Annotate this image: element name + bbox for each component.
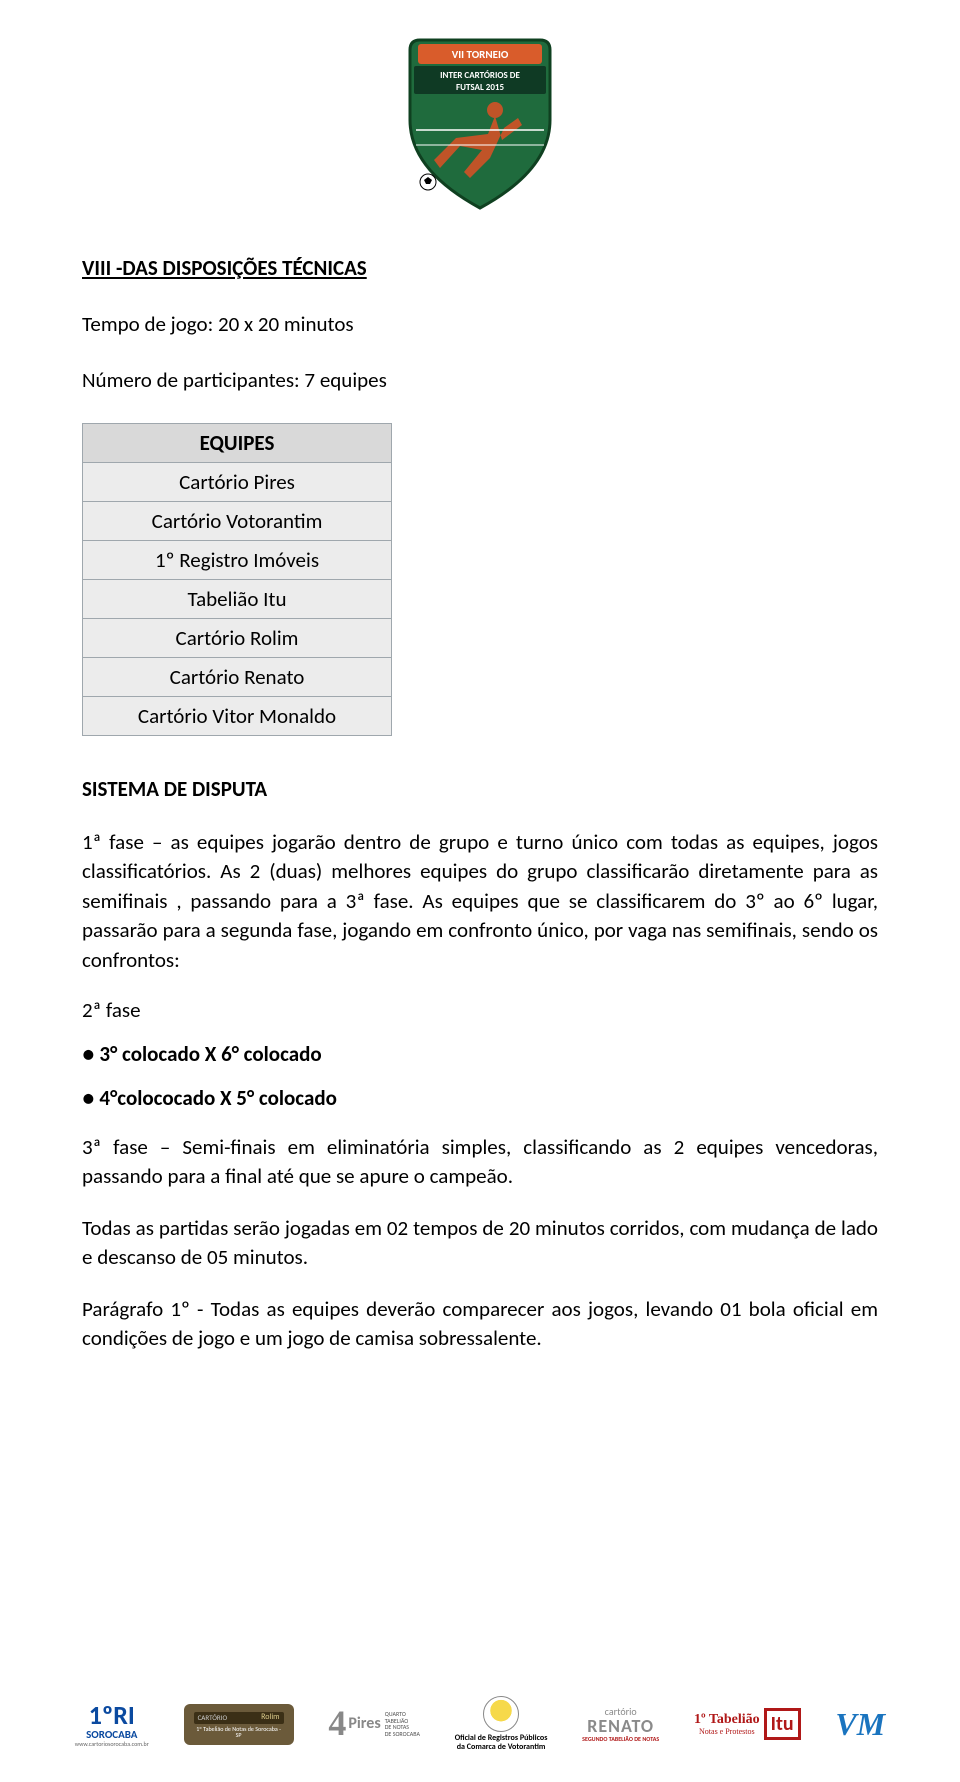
ri-small: www.cartoriosorocaba.com.br xyxy=(75,1741,149,1748)
bullet-4v5: ● 4°colococado X 5° colocado xyxy=(82,1085,878,1111)
section-title: VIII -DAS DISPOSIÇÕES TÉCNICAS xyxy=(82,255,878,281)
participantes-line: Número de participantes: 7 equipes xyxy=(82,367,878,393)
footer-logos-row: 1ºRI SOROCABA www.cartoriosorocaba.com.b… xyxy=(0,1696,960,1752)
table-row: 1º Registro Imóveis xyxy=(83,541,392,580)
shield-svg: VII TORNEIO INTER CARTÓRIOS DE FUTSAL 20… xyxy=(400,30,560,210)
footer-logo-renato: cartório RENATO SEGUNDO TABELIÃO DE NOTA… xyxy=(582,1706,659,1743)
footer-logo-rolim: CARTÓRIO Rolim 1º Tabelião de Notas de S… xyxy=(184,1704,294,1745)
footer-logo-vm: VM xyxy=(835,1707,885,1742)
bullet-3v6: ● 3° colocado X 6° colocado xyxy=(82,1041,878,1067)
renato-sub: SEGUNDO TABELIÃO DE NOTAS xyxy=(582,1736,659,1743)
registros-line: Oficial de Registros Públicos da Comarca… xyxy=(455,1734,548,1752)
banner-bot-text: FUTSAL 2015 xyxy=(456,82,505,93)
tournament-shield-logo: VII TORNEIO INTER CARTÓRIOS DE FUTSAL 20… xyxy=(82,30,878,215)
tempo-line: Tempo de jogo: 20 x 20 minutos xyxy=(82,311,878,337)
equipes-body: Cartório Pires Cartório Votorantim 1º Re… xyxy=(83,463,392,736)
banner-top-text: VII TORNEIO xyxy=(452,48,509,61)
banner-mid-text: INTER CARTÓRIOS DE xyxy=(440,69,520,81)
pires-word: Pires xyxy=(348,1715,380,1733)
fase2-label: 2ª fase xyxy=(82,997,878,1023)
footer-logo-registros-votorantim: Oficial de Registros Públicos da Comarca… xyxy=(455,1696,548,1752)
equipes-header: EQUIPES xyxy=(83,424,392,463)
tabeliao-top: 1º Tabelião xyxy=(694,1712,760,1727)
coat-of-arms-icon xyxy=(483,1696,519,1732)
para-paragrafo1: Parágrafo 1º - Todas as equipes deverão … xyxy=(82,1295,878,1354)
para-fase1: 1ª fase – as equipes jogarão dentro de g… xyxy=(82,828,878,975)
para-fase3: 3ª fase – Semi-finais em eliminatória si… xyxy=(82,1133,878,1192)
renato-big: RENATO xyxy=(587,1717,654,1737)
footer-logo-tabeliao-itu: 1º Tabelião Notas e Protestos Itu xyxy=(694,1708,801,1740)
tabeliao-itu: Itu xyxy=(764,1708,801,1740)
table-row: Tabelião Itu xyxy=(83,580,392,619)
equipes-table: EQUIPES Cartório Pires Cartório Votorant… xyxy=(82,423,392,736)
ri-big: 1ºRI xyxy=(89,1701,135,1730)
rolim-bar: CARTÓRIO Rolim xyxy=(194,1712,284,1724)
pires-four: 4 xyxy=(328,1704,346,1744)
rolim-sub: 1º Tabelião de Notas de Sorocaba - SP xyxy=(196,1726,282,1739)
table-row: Cartório Renato xyxy=(83,658,392,697)
tabeliao-sub: Notas e Protestos xyxy=(699,1728,755,1737)
vm-text: VM xyxy=(835,1707,885,1742)
pires-lines: QUARTO TABELIÃO DE NOTAS DE SOROCABA xyxy=(385,1711,420,1737)
sistema-heading: SISTEMA DE DISPUTA xyxy=(82,776,878,802)
table-row: Cartório Votorantim xyxy=(83,502,392,541)
footer-logo-ri-sorocaba: 1ºRI SOROCABA www.cartoriosorocaba.com.b… xyxy=(75,1701,149,1748)
rolim-bar-label: Rolim xyxy=(261,1713,279,1722)
table-row: Cartório Pires xyxy=(83,463,392,502)
para-tempos: Todas as partidas serão jogadas em 02 te… xyxy=(82,1214,878,1273)
table-row: Cartório Vitor Monaldo xyxy=(83,697,392,736)
table-row: Cartório Rolim xyxy=(83,619,392,658)
footer-logo-pires: 4 Pires QUARTO TABELIÃO DE NOTAS DE SORO… xyxy=(328,1704,420,1744)
